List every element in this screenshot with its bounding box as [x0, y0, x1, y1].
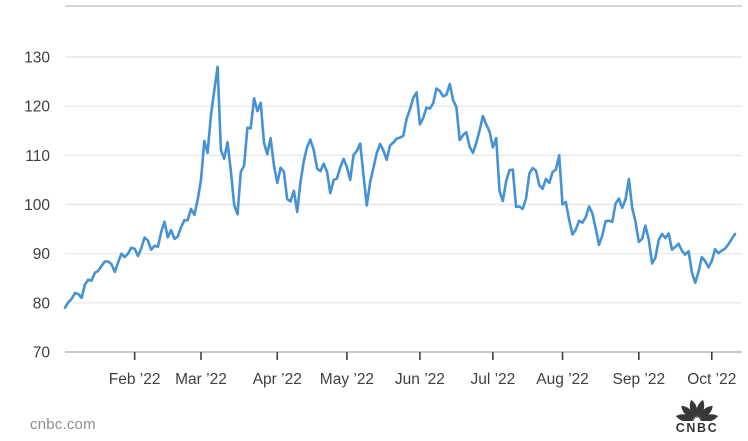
cnbc-peacock-icon	[676, 399, 718, 421]
price-line	[63, 65, 737, 310]
y-axis-tick-label: 100	[24, 197, 50, 214]
cnbc-logo: CNBC	[670, 395, 724, 435]
y-axis-tick-label: 70	[33, 345, 51, 362]
y-axis-tick-label: 110	[25, 148, 50, 165]
x-axis-tick-label: May ’22	[320, 371, 374, 388]
x-axis-tick-label: Jun ’22	[395, 371, 445, 388]
y-axis-tick-label: 90	[33, 246, 51, 263]
x-axis-tick-label: Jul ’22	[470, 371, 515, 388]
x-axis-tick-label: Sep ’22	[613, 371, 666, 388]
x-axis-tick-label: Aug ’22	[536, 371, 589, 388]
x-axis-tick-label: Apr ’22	[253, 371, 302, 388]
x-axis-tick-label: Mar ’22	[175, 371, 227, 388]
x-axis-tick-label: Feb ’22	[109, 371, 161, 388]
y-axis-tick-label: 130	[24, 49, 50, 66]
cnbc-watermark: cnbc.com	[30, 416, 96, 433]
cnbc-logo-text: CNBC	[675, 421, 719, 435]
y-axis-tick-label: 80	[33, 295, 51, 312]
y-axis-tick-label: 120	[24, 99, 50, 116]
x-axis-tick-label: Oct ’22	[687, 371, 736, 388]
